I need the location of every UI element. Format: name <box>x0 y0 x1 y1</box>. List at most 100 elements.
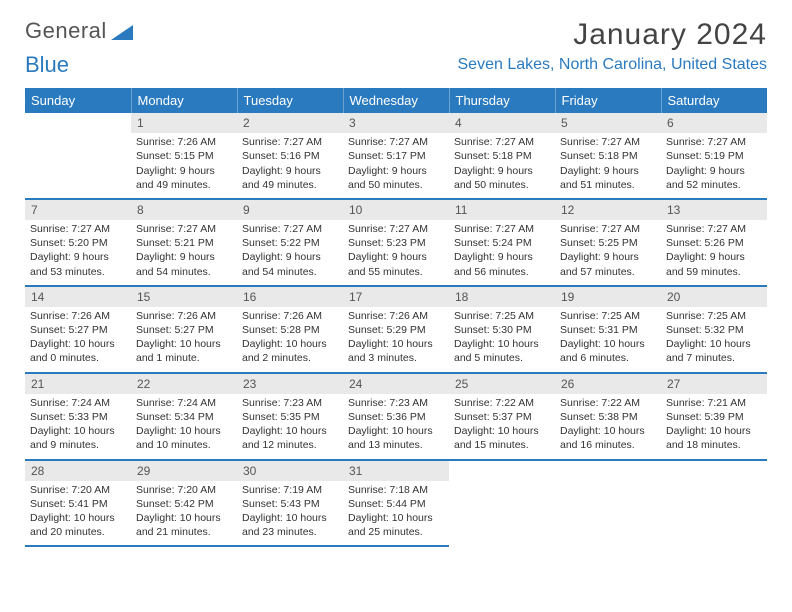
calendar-week-row: 28Sunrise: 7:20 AMSunset: 5:41 PMDayligh… <box>25 460 767 547</box>
calendar-day-cell: 2Sunrise: 7:27 AMSunset: 5:16 PMDaylight… <box>237 113 343 199</box>
sunrise-text: Sunrise: 7:19 AM <box>242 483 338 497</box>
day-details: Sunrise: 7:19 AMSunset: 5:43 PMDaylight:… <box>237 483 343 540</box>
sunset-text: Sunset: 5:36 PM <box>348 410 444 424</box>
day-number: 11 <box>449 200 555 220</box>
sunset-text: Sunset: 5:38 PM <box>560 410 656 424</box>
sunset-text: Sunset: 5:23 PM <box>348 236 444 250</box>
day-number: 12 <box>555 200 661 220</box>
day-details: Sunrise: 7:20 AMSunset: 5:42 PMDaylight:… <box>131 483 237 540</box>
daylight-text: Daylight: 10 hours and 7 minutes. <box>666 337 762 365</box>
weekday-header: Friday <box>555 88 661 113</box>
sunset-text: Sunset: 5:24 PM <box>454 236 550 250</box>
sunrise-text: Sunrise: 7:22 AM <box>560 396 656 410</box>
logo-text-1: General <box>25 18 107 44</box>
sunset-text: Sunset: 5:37 PM <box>454 410 550 424</box>
day-number: 30 <box>237 461 343 481</box>
calendar-week-row: 14Sunrise: 7:26 AMSunset: 5:27 PMDayligh… <box>25 286 767 373</box>
location: Seven Lakes, North Carolina, United Stat… <box>458 56 768 74</box>
calendar-day-cell: 11Sunrise: 7:27 AMSunset: 5:24 PMDayligh… <box>449 199 555 286</box>
daylight-text: Daylight: 10 hours and 18 minutes. <box>666 424 762 452</box>
calendar-day-cell: 8Sunrise: 7:27 AMSunset: 5:21 PMDaylight… <box>131 199 237 286</box>
sunrise-text: Sunrise: 7:27 AM <box>348 135 444 149</box>
calendar-day-cell: 20Sunrise: 7:25 AMSunset: 5:32 PMDayligh… <box>661 286 767 373</box>
sunrise-text: Sunrise: 7:27 AM <box>666 135 762 149</box>
day-details: Sunrise: 7:23 AMSunset: 5:36 PMDaylight:… <box>343 396 449 453</box>
daylight-text: Daylight: 10 hours and 15 minutes. <box>454 424 550 452</box>
daylight-text: Daylight: 9 hours and 55 minutes. <box>348 250 444 278</box>
day-number: 8 <box>131 200 237 220</box>
logo-triangle-icon <box>111 22 133 40</box>
sunrise-text: Sunrise: 7:26 AM <box>242 309 338 323</box>
day-details: Sunrise: 7:27 AMSunset: 5:19 PMDaylight:… <box>661 135 767 192</box>
daylight-text: Daylight: 9 hours and 59 minutes. <box>666 250 762 278</box>
calendar-week-row: 7Sunrise: 7:27 AMSunset: 5:20 PMDaylight… <box>25 199 767 286</box>
daylight-text: Daylight: 10 hours and 10 minutes. <box>136 424 232 452</box>
calendar-day-cell: 13Sunrise: 7:27 AMSunset: 5:26 PMDayligh… <box>661 199 767 286</box>
sunset-text: Sunset: 5:30 PM <box>454 323 550 337</box>
daylight-text: Daylight: 10 hours and 1 minute. <box>136 337 232 365</box>
day-details: Sunrise: 7:18 AMSunset: 5:44 PMDaylight:… <box>343 483 449 540</box>
day-details: Sunrise: 7:26 AMSunset: 5:15 PMDaylight:… <box>131 135 237 192</box>
day-number: 23 <box>237 374 343 394</box>
day-details: Sunrise: 7:26 AMSunset: 5:27 PMDaylight:… <box>25 309 131 366</box>
day-number: 4 <box>449 113 555 133</box>
calendar-day-cell: 22Sunrise: 7:24 AMSunset: 5:34 PMDayligh… <box>131 373 237 460</box>
sunset-text: Sunset: 5:22 PM <box>242 236 338 250</box>
sunrise-text: Sunrise: 7:27 AM <box>30 222 126 236</box>
daylight-text: Daylight: 9 hours and 50 minutes. <box>348 164 444 192</box>
sunrise-text: Sunrise: 7:27 AM <box>454 222 550 236</box>
weekday-header: Tuesday <box>237 88 343 113</box>
calendar-day-cell: . <box>555 460 661 547</box>
calendar-body: .1Sunrise: 7:26 AMSunset: 5:15 PMDayligh… <box>25 113 767 546</box>
sunrise-text: Sunrise: 7:25 AM <box>666 309 762 323</box>
calendar-day-cell: 28Sunrise: 7:20 AMSunset: 5:41 PMDayligh… <box>25 460 131 547</box>
sunrise-text: Sunrise: 7:26 AM <box>136 135 232 149</box>
sunrise-text: Sunrise: 7:23 AM <box>242 396 338 410</box>
day-number: 29 <box>131 461 237 481</box>
daylight-text: Daylight: 10 hours and 13 minutes. <box>348 424 444 452</box>
day-number: 20 <box>661 287 767 307</box>
daylight-text: Daylight: 9 hours and 54 minutes. <box>136 250 232 278</box>
day-details: Sunrise: 7:25 AMSunset: 5:32 PMDaylight:… <box>661 309 767 366</box>
calendar-page: General January 2024 Seven Lakes, North … <box>0 0 792 612</box>
day-number: 15 <box>131 287 237 307</box>
day-details: Sunrise: 7:27 AMSunset: 5:24 PMDaylight:… <box>449 222 555 279</box>
day-details: Sunrise: 7:27 AMSunset: 5:20 PMDaylight:… <box>25 222 131 279</box>
daylight-text: Daylight: 10 hours and 20 minutes. <box>30 511 126 539</box>
sunrise-text: Sunrise: 7:23 AM <box>348 396 444 410</box>
sunset-text: Sunset: 5:19 PM <box>666 149 762 163</box>
logo: General <box>25 18 135 44</box>
calendar-day-cell: 26Sunrise: 7:22 AMSunset: 5:38 PMDayligh… <box>555 373 661 460</box>
sunrise-text: Sunrise: 7:24 AM <box>30 396 126 410</box>
day-details: Sunrise: 7:26 AMSunset: 5:27 PMDaylight:… <box>131 309 237 366</box>
month-title: January 2024 <box>458 18 768 52</box>
sunset-text: Sunset: 5:18 PM <box>454 149 550 163</box>
weekday-header: Saturday <box>661 88 767 113</box>
day-details: Sunrise: 7:27 AMSunset: 5:25 PMDaylight:… <box>555 222 661 279</box>
calendar-day-cell: 24Sunrise: 7:23 AMSunset: 5:36 PMDayligh… <box>343 373 449 460</box>
day-details: Sunrise: 7:27 AMSunset: 5:22 PMDaylight:… <box>237 222 343 279</box>
day-number: 5 <box>555 113 661 133</box>
daylight-text: Daylight: 9 hours and 54 minutes. <box>242 250 338 278</box>
calendar-day-cell: . <box>449 460 555 547</box>
sunset-text: Sunset: 5:17 PM <box>348 149 444 163</box>
sunset-text: Sunset: 5:39 PM <box>666 410 762 424</box>
sunset-text: Sunset: 5:15 PM <box>136 149 232 163</box>
daylight-text: Daylight: 10 hours and 12 minutes. <box>242 424 338 452</box>
calendar-day-cell: 1Sunrise: 7:26 AMSunset: 5:15 PMDaylight… <box>131 113 237 199</box>
daylight-text: Daylight: 10 hours and 6 minutes. <box>560 337 656 365</box>
day-number: 18 <box>449 287 555 307</box>
calendar-day-cell: 10Sunrise: 7:27 AMSunset: 5:23 PMDayligh… <box>343 199 449 286</box>
sunset-text: Sunset: 5:33 PM <box>30 410 126 424</box>
day-number: 24 <box>343 374 449 394</box>
day-number: 14 <box>25 287 131 307</box>
day-details: Sunrise: 7:27 AMSunset: 5:18 PMDaylight:… <box>555 135 661 192</box>
calendar-header-row: SundayMondayTuesdayWednesdayThursdayFrid… <box>25 88 767 113</box>
calendar-table: SundayMondayTuesdayWednesdayThursdayFrid… <box>25 88 767 547</box>
day-details: Sunrise: 7:26 AMSunset: 5:28 PMDaylight:… <box>237 309 343 366</box>
sunrise-text: Sunrise: 7:27 AM <box>454 135 550 149</box>
day-details: Sunrise: 7:27 AMSunset: 5:18 PMDaylight:… <box>449 135 555 192</box>
day-number: 1 <box>131 113 237 133</box>
day-number: 22 <box>131 374 237 394</box>
sunset-text: Sunset: 5:31 PM <box>560 323 656 337</box>
